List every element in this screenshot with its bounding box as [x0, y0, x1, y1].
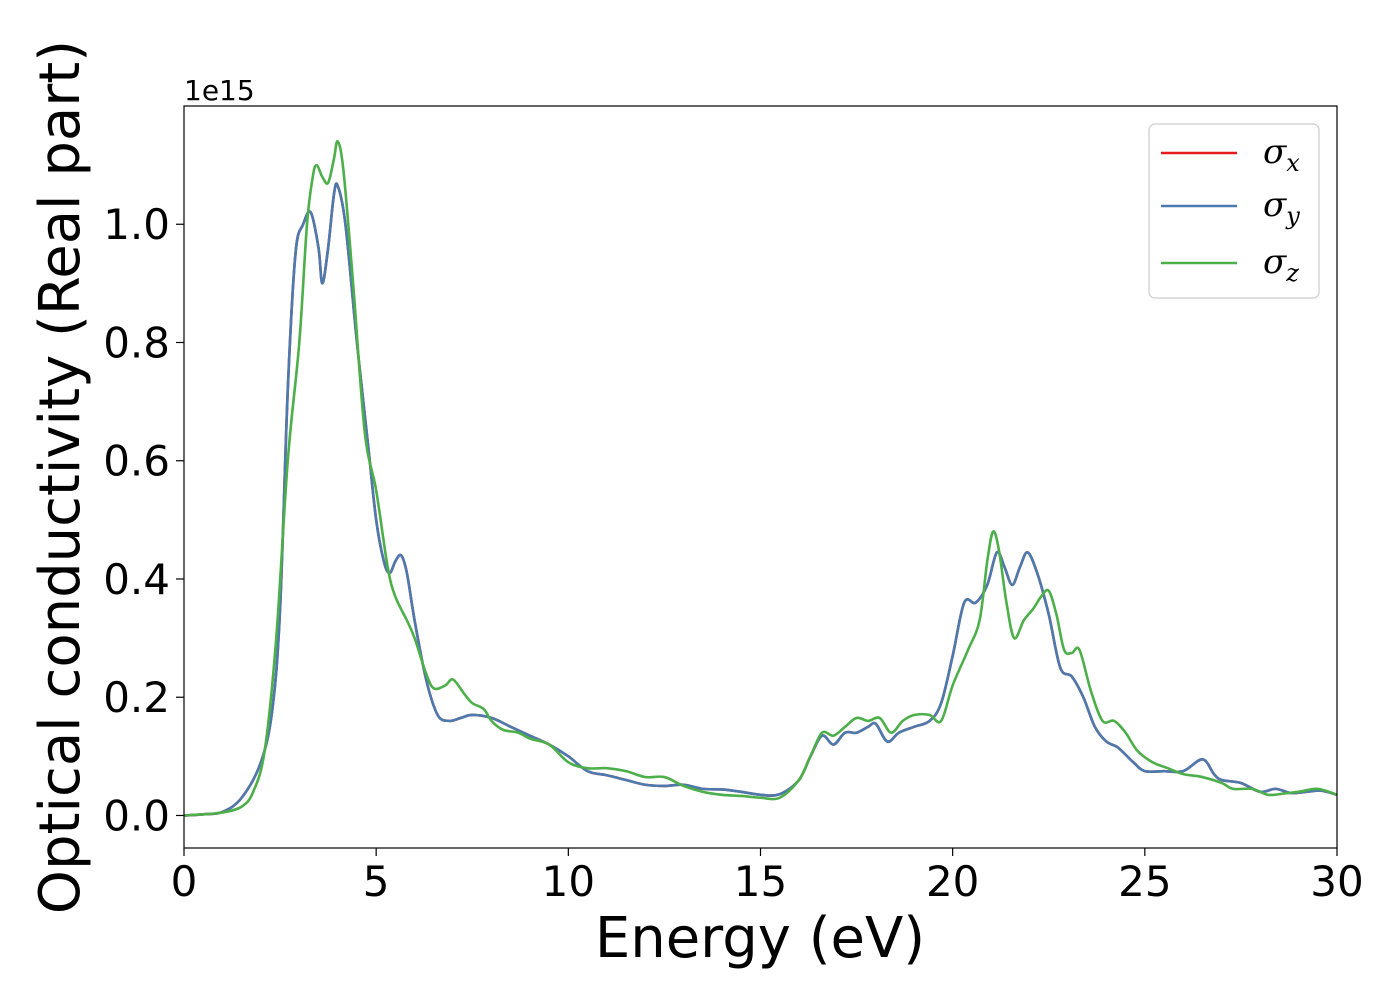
legend-box: [1148, 123, 1320, 299]
y-tick-label: 0.2: [103, 673, 170, 722]
x-tick-label: 0: [171, 857, 198, 906]
x-tick-label: 20: [926, 857, 979, 906]
series-line-sigma-y: [184, 182, 1337, 817]
x-tick-label: 15: [734, 857, 787, 906]
x-axis-ticks: 0 5 10 15 20 25 30: [171, 848, 1364, 906]
y-tick-label: 0.6: [103, 437, 170, 486]
x-tick-label: 30: [1310, 857, 1363, 906]
y-offset-label: 1e15: [184, 74, 255, 107]
x-tick-label: 5: [363, 857, 390, 906]
y-axis-ticks: 0.0 0.2 0.4 0.6 0.8 1.0: [103, 200, 184, 840]
legend-entry-sigma-y: σy: [1161, 185, 1300, 230]
x-axis-label: Energy (eV): [595, 906, 925, 971]
x-tick-label: 10: [542, 857, 595, 906]
series-line-sigma-z: [184, 140, 1337, 817]
y-tick-label: 1.0: [103, 200, 170, 249]
y-tick-label: 0.4: [103, 555, 170, 604]
y-axis-label: Optical conductivity (Real part): [28, 40, 93, 914]
plot-lines: [184, 140, 1337, 817]
y-tick-label: 0.0: [103, 791, 170, 840]
x-tick-label: 25: [1118, 857, 1171, 906]
y-tick-label: 0.8: [103, 318, 170, 367]
